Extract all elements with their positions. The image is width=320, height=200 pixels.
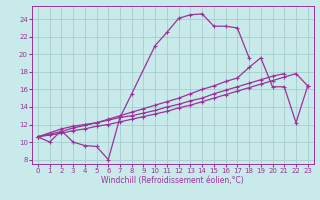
X-axis label: Windchill (Refroidissement éolien,°C): Windchill (Refroidissement éolien,°C) [101,176,244,185]
